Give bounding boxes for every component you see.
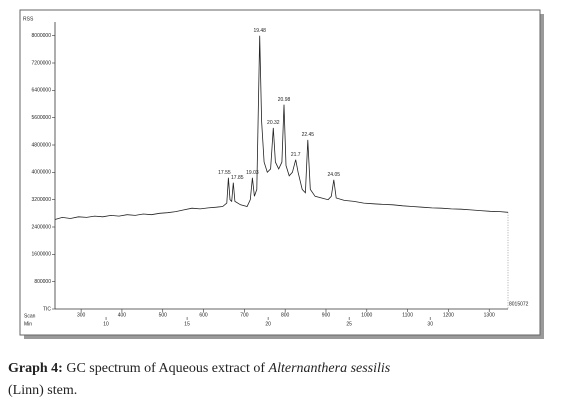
x2-tick-label: 500 (159, 312, 168, 318)
y-tick-label: 7200000 (32, 60, 52, 66)
spectrum-line (54, 35, 509, 220)
x2-tick-label: 1100 (402, 312, 413, 318)
plot: TIC 800000 1600000 2400000 3200000 4000000 480… (32, 22, 509, 327)
y-tick-label: 2400000 (32, 224, 52, 230)
caption-text: (Linn) stem. (8, 383, 77, 398)
x2-tick-label: 800 (281, 312, 290, 318)
peak-label: 20.32 (267, 120, 280, 126)
x-tick-label: 20 (265, 321, 271, 327)
x-tick-label: 15 (184, 321, 190, 327)
x-tick-label: 10 (103, 321, 109, 327)
x2-tick-label: 1200 (443, 312, 454, 318)
y-tick-label: 5600000 (32, 115, 52, 121)
x2-tick-label: 400 (118, 312, 127, 318)
x-axis-label: Scan (24, 313, 36, 319)
annotation: 8015072 (509, 301, 529, 307)
x-tick-label: 30 (427, 321, 433, 327)
x2-tick-label: 700 (240, 312, 249, 318)
x2-tick-label: 900 (322, 312, 331, 318)
x2-tick-label: 300 (77, 312, 86, 318)
peak-label: 20.98 (278, 97, 291, 103)
y-axis-label: RSS (23, 16, 34, 22)
caption-text: GC spectrum of Aqueous extract of (66, 361, 265, 376)
x-axis-label: Min (24, 321, 32, 327)
y-tick-label: 800000 (34, 279, 51, 285)
y-tick-label: 4000000 (32, 170, 52, 176)
y-tick-label: 6400000 (32, 88, 52, 94)
peak-label: 24.05 (328, 172, 341, 178)
y-tick-label: 8000000 (32, 33, 52, 39)
y-tick-label: 1600000 (32, 252, 52, 258)
x2-tick-label: 1000 (361, 312, 372, 318)
peak-label: 22.45 (302, 132, 315, 138)
peak-label: 19.48 (253, 28, 266, 34)
caption: Graph 4: GC spectrum of Aqueous extract … (8, 361, 391, 376)
peak-label: 17.55 (218, 170, 231, 176)
x-tick-label: 25 (346, 321, 352, 327)
peak-label: 19.03 (246, 170, 259, 176)
y-tick-label: 3200000 (32, 197, 52, 203)
caption-species: Alternanthera sessilis (268, 361, 391, 376)
peak-label: 17.85 (231, 175, 244, 181)
x2-tick-label: 1300 (484, 312, 495, 318)
frame (19, 9, 541, 336)
y-tick-label: 4800000 (32, 142, 52, 148)
x2-tick-label: 600 (199, 312, 208, 318)
peak-label: 21.7 (291, 152, 301, 158)
caption-label: Graph 4: (8, 361, 63, 376)
y-tick-label: TIC (43, 306, 51, 312)
